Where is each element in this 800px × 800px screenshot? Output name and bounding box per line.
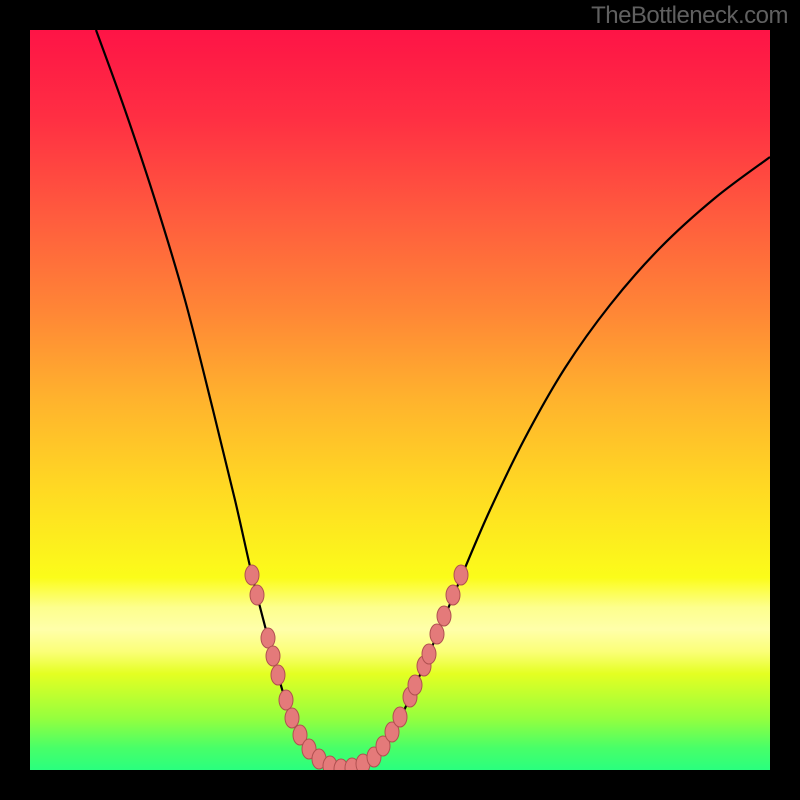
data-marker xyxy=(271,665,285,685)
data-marker xyxy=(285,708,299,728)
watermark-text: TheBottleneck.com xyxy=(591,2,788,30)
data-marker xyxy=(245,565,259,585)
data-marker xyxy=(437,606,451,626)
data-marker xyxy=(279,690,293,710)
data-marker xyxy=(422,644,436,664)
data-marker xyxy=(408,675,422,695)
data-marker xyxy=(250,585,264,605)
data-marker xyxy=(266,646,280,666)
data-marker xyxy=(446,585,460,605)
plot-area xyxy=(30,30,770,770)
data-marker xyxy=(261,628,275,648)
data-marker xyxy=(454,565,468,585)
data-marker xyxy=(430,624,444,644)
bottleneck-curve-chart xyxy=(30,30,770,770)
data-marker xyxy=(393,707,407,727)
gradient-background xyxy=(30,30,770,770)
chart-frame: TheBottleneck.com xyxy=(0,0,800,800)
